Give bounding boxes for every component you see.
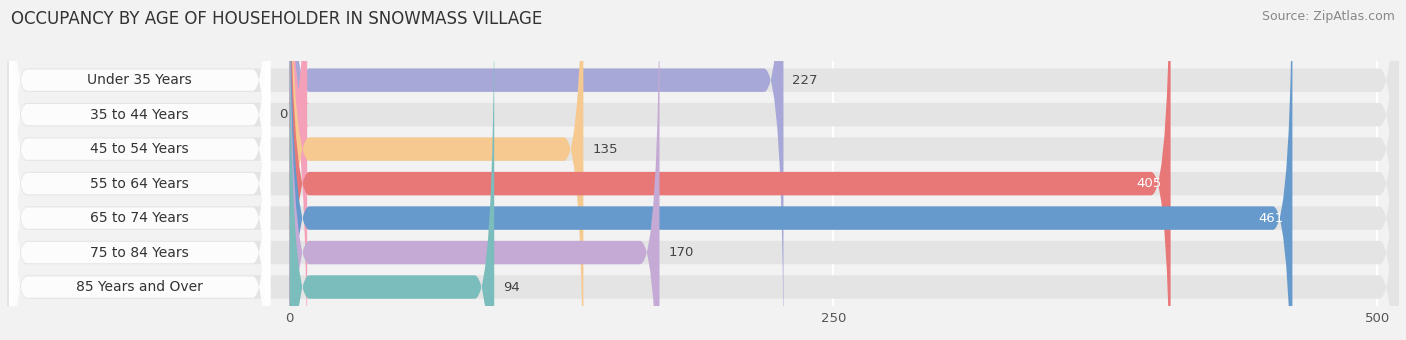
FancyBboxPatch shape xyxy=(10,0,270,340)
FancyBboxPatch shape xyxy=(7,0,1399,340)
FancyBboxPatch shape xyxy=(10,0,270,340)
Text: 170: 170 xyxy=(668,246,693,259)
Text: 405: 405 xyxy=(1136,177,1161,190)
FancyBboxPatch shape xyxy=(10,22,270,340)
Text: 45 to 54 Years: 45 to 54 Years xyxy=(90,142,188,156)
Text: OCCUPANCY BY AGE OF HOUSEHOLDER IN SNOWMASS VILLAGE: OCCUPANCY BY AGE OF HOUSEHOLDER IN SNOWM… xyxy=(11,10,543,28)
FancyBboxPatch shape xyxy=(290,0,1292,340)
FancyBboxPatch shape xyxy=(7,0,1399,340)
Text: 94: 94 xyxy=(503,280,520,293)
FancyBboxPatch shape xyxy=(290,0,783,340)
Text: Under 35 Years: Under 35 Years xyxy=(87,73,193,87)
Text: 75 to 84 Years: 75 to 84 Years xyxy=(90,245,188,259)
Text: 35 to 44 Years: 35 to 44 Years xyxy=(90,108,188,122)
Text: 135: 135 xyxy=(592,142,617,156)
FancyBboxPatch shape xyxy=(10,0,270,340)
Text: 85 Years and Over: 85 Years and Over xyxy=(76,280,202,294)
FancyBboxPatch shape xyxy=(290,0,659,340)
Text: 461: 461 xyxy=(1258,211,1284,225)
FancyBboxPatch shape xyxy=(7,0,1399,340)
Text: 0: 0 xyxy=(278,108,287,121)
FancyBboxPatch shape xyxy=(7,0,1399,340)
FancyBboxPatch shape xyxy=(7,0,1399,340)
FancyBboxPatch shape xyxy=(290,0,583,340)
FancyBboxPatch shape xyxy=(290,0,495,340)
FancyBboxPatch shape xyxy=(7,0,1399,340)
Text: 65 to 74 Years: 65 to 74 Years xyxy=(90,211,188,225)
FancyBboxPatch shape xyxy=(290,0,1171,340)
Text: Source: ZipAtlas.com: Source: ZipAtlas.com xyxy=(1261,10,1395,23)
FancyBboxPatch shape xyxy=(288,0,309,340)
FancyBboxPatch shape xyxy=(10,0,270,340)
FancyBboxPatch shape xyxy=(10,0,270,340)
Text: 55 to 64 Years: 55 to 64 Years xyxy=(90,176,188,191)
FancyBboxPatch shape xyxy=(7,0,1399,340)
Text: 227: 227 xyxy=(792,74,818,87)
FancyBboxPatch shape xyxy=(10,0,270,340)
